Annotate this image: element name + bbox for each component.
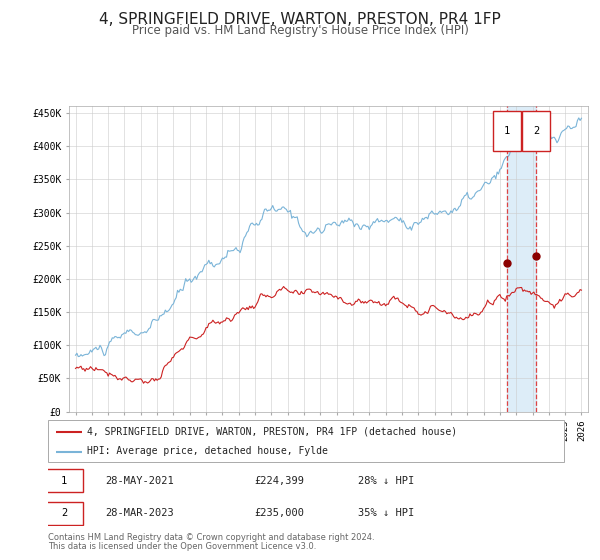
- Text: Contains HM Land Registry data © Crown copyright and database right 2024.: Contains HM Land Registry data © Crown c…: [48, 533, 374, 542]
- FancyBboxPatch shape: [523, 111, 550, 151]
- Text: This data is licensed under the Open Government Licence v3.0.: This data is licensed under the Open Gov…: [48, 542, 316, 551]
- FancyBboxPatch shape: [48, 420, 564, 462]
- Text: 28-MAR-2023: 28-MAR-2023: [105, 508, 173, 519]
- FancyBboxPatch shape: [44, 469, 83, 492]
- Text: 4, SPRINGFIELD DRIVE, WARTON, PRESTON, PR4 1FP (detached house): 4, SPRINGFIELD DRIVE, WARTON, PRESTON, P…: [86, 427, 457, 437]
- Text: HPI: Average price, detached house, Fylde: HPI: Average price, detached house, Fyld…: [86, 446, 328, 456]
- FancyBboxPatch shape: [44, 502, 83, 525]
- Text: Price paid vs. HM Land Registry's House Price Index (HPI): Price paid vs. HM Land Registry's House …: [131, 24, 469, 36]
- Text: 1: 1: [61, 475, 67, 486]
- Text: 4, SPRINGFIELD DRIVE, WARTON, PRESTON, PR4 1FP: 4, SPRINGFIELD DRIVE, WARTON, PRESTON, P…: [99, 12, 501, 27]
- Text: 1: 1: [503, 126, 509, 136]
- Text: 28-MAY-2021: 28-MAY-2021: [105, 475, 173, 486]
- FancyBboxPatch shape: [493, 111, 521, 151]
- Text: 35% ↓ HPI: 35% ↓ HPI: [358, 508, 414, 519]
- Text: £224,399: £224,399: [254, 475, 304, 486]
- Text: £235,000: £235,000: [254, 508, 304, 519]
- Text: 28% ↓ HPI: 28% ↓ HPI: [358, 475, 414, 486]
- Bar: [506, 106, 536, 412]
- Text: 2: 2: [533, 126, 539, 136]
- Text: 2: 2: [61, 508, 67, 519]
